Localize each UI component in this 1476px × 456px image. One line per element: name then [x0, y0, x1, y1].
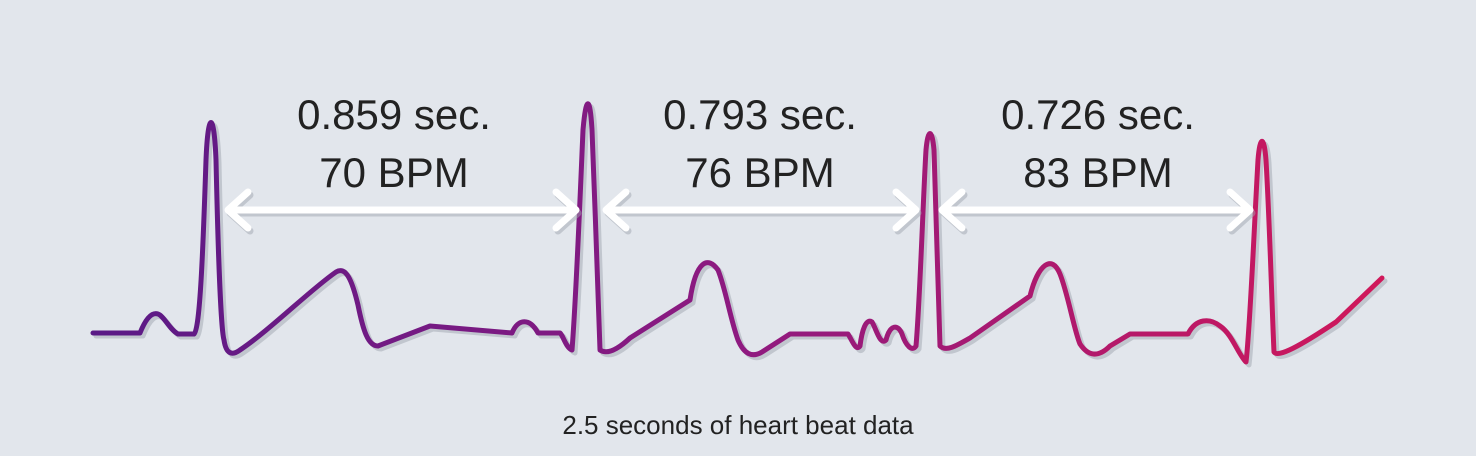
interval-arrow-1	[224, 188, 582, 235]
interval-arrow-2	[602, 188, 922, 235]
interval-3-label: 0.726 sec. 83 BPM	[938, 86, 1258, 202]
interval-3-bpm: 83 BPM	[1023, 149, 1173, 196]
interval-1-bpm: 70 BPM	[319, 149, 469, 196]
ecg-trace	[90, 101, 1385, 365]
interval-3-duration: 0.726 sec.	[1001, 91, 1195, 138]
interval-arrow-3	[938, 188, 1256, 235]
interval-2-duration: 0.793 sec.	[663, 91, 857, 138]
ecg-trace-shadow	[93, 104, 1388, 368]
interval-2-bpm: 76 BPM	[685, 149, 835, 196]
interval-1-label: 0.859 sec. 70 BPM	[234, 86, 554, 202]
interval-1-duration: 0.859 sec.	[297, 91, 491, 138]
diagram-caption: 2.5 seconds of heart beat data	[562, 410, 914, 440]
interval-2-label: 0.793 sec. 76 BPM	[600, 86, 920, 202]
